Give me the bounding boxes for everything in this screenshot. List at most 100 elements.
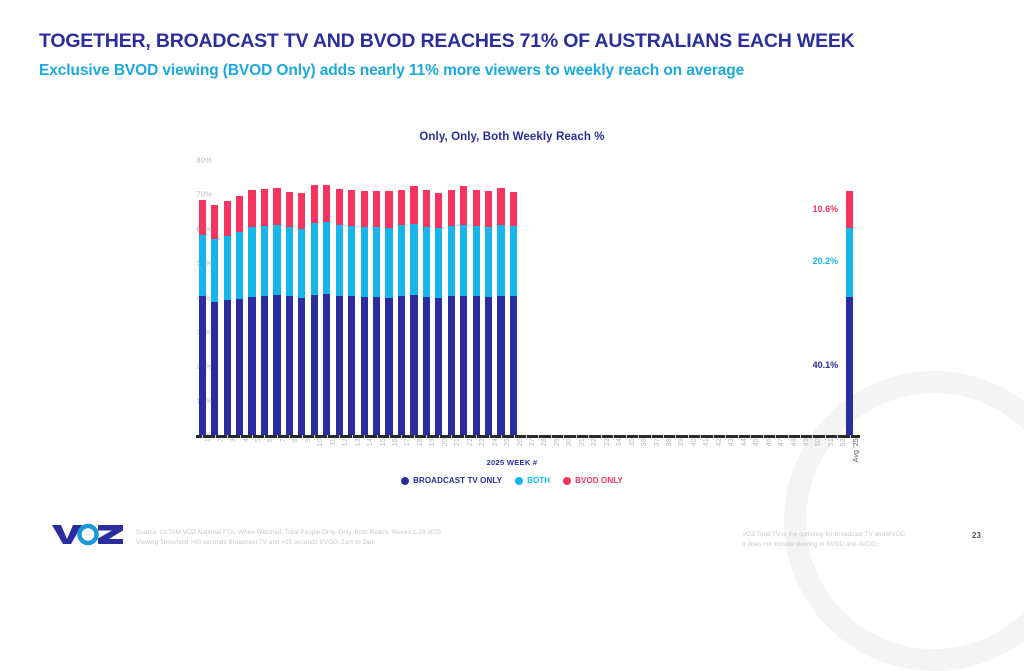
- bar-segment: [323, 294, 331, 435]
- bar-segment: [846, 297, 854, 435]
- x-axis-tick-mark: [712, 435, 714, 438]
- stacked-bar[interactable]: [846, 191, 854, 435]
- stacked-bar[interactable]: [211, 205, 219, 435]
- x-axis-tick-label: 30: [566, 438, 574, 447]
- x-axis-tick-mark: [526, 435, 527, 438]
- x-axis-tick-label: 27: [529, 438, 536, 447]
- stacked-bar[interactable]: [410, 186, 418, 435]
- bar-segment: [235, 232, 244, 299]
- bar-segment: [472, 190, 480, 226]
- stacked-bar[interactable]: [248, 189, 256, 435]
- x-axis-tick-mark: [438, 435, 440, 438]
- stacked-bar[interactable]: [372, 190, 381, 435]
- bar-segment: [285, 226, 293, 297]
- x-axis-tick-label: 39: [678, 438, 686, 447]
- y-axis-tick-label: 70%: [196, 189, 212, 199]
- bar-segment: [410, 295, 418, 435]
- stacked-bar[interactable]: [273, 188, 281, 435]
- stacked-bar[interactable]: [360, 190, 368, 435]
- stacked-bar[interactable]: [385, 190, 393, 435]
- bar-segment: [335, 225, 343, 297]
- stacked-bar[interactable]: [198, 199, 206, 435]
- x-axis-tick-label: 32: [591, 438, 599, 447]
- bar-segment: [348, 226, 356, 297]
- x-axis-tick-label: 13: [354, 438, 362, 447]
- stacked-bar[interactable]: [298, 193, 306, 435]
- x-axis-tick-label: 24: [491, 438, 499, 447]
- x-axis-tick-label: 46: [765, 438, 773, 447]
- bar-segment: [372, 227, 381, 298]
- x-axis-tick-label: 37: [653, 438, 661, 447]
- stacked-bar[interactable]: [485, 191, 493, 435]
- stacked-bar[interactable]: [497, 188, 505, 435]
- bar-segment: [348, 296, 356, 435]
- x-axis-tick-label: 17: [404, 438, 412, 447]
- legend-label: BROADCAST TV ONLY: [413, 476, 503, 485]
- x-axis-tick-mark: [575, 435, 577, 438]
- stacked-bar[interactable]: [235, 195, 244, 435]
- bar-segment: [410, 224, 418, 296]
- stacked-bar[interactable]: [397, 189, 406, 435]
- bar-segment: [485, 296, 493, 435]
- x-axis-tick-mark: [824, 435, 826, 438]
- bar-data-label: 40.1%: [812, 360, 839, 371]
- x-axis-tick-mark: [326, 435, 328, 438]
- stacked-bar[interactable]: [435, 192, 443, 435]
- x-axis-tick-mark: [463, 435, 465, 438]
- x-axis-tick-label: 5: [255, 438, 263, 443]
- legend-item-broadcast-tv-only[interactable]: BROADCAST TV ONLY: [401, 476, 502, 485]
- x-axis-tick-label: 3: [230, 438, 238, 443]
- x-axis-tick-label: 50: [815, 438, 823, 447]
- stacked-bar[interactable]: [460, 186, 468, 435]
- x-axis-tick-mark: [775, 435, 777, 438]
- x-axis-tick-mark: [687, 435, 689, 438]
- bar-segment: [485, 191, 493, 227]
- x-axis-tick-mark: [600, 435, 602, 438]
- x-axis-tick-mark: [625, 435, 627, 438]
- bar-segment: [248, 189, 256, 228]
- x-axis-tick-label: 36: [641, 438, 649, 447]
- legend-swatch-icon: [515, 476, 524, 485]
- x-axis-tick-label: 12: [342, 438, 350, 447]
- x-axis-tick-mark: [214, 435, 216, 438]
- bar-segment: [435, 228, 443, 298]
- y-axis-tick-label: 80%: [196, 155, 212, 165]
- bar-segment: [310, 223, 318, 295]
- bar-segment: [223, 300, 231, 435]
- x-axis-tick-label: 47: [778, 438, 786, 447]
- x-axis-tick-mark: [662, 435, 664, 438]
- bar-segment: [273, 188, 281, 225]
- x-axis-tick-mark: [376, 435, 378, 438]
- stacked-bar[interactable]: [285, 191, 293, 435]
- x-axis-tick-label: 1: [205, 438, 213, 443]
- stacked-bar[interactable]: [310, 184, 318, 435]
- page-subtitle: Exclusive BVOD viewing (BVOD Only) adds …: [39, 62, 745, 79]
- x-axis-line: [196, 435, 860, 438]
- stacked-bar[interactable]: [223, 200, 231, 435]
- x-axis-tick-label: 16: [392, 438, 400, 447]
- stacked-bar[interactable]: [472, 190, 480, 435]
- stacked-bar[interactable]: [422, 189, 430, 435]
- stacked-bar[interactable]: [260, 189, 269, 435]
- bar-segment: [223, 200, 231, 236]
- stacked-bar[interactable]: [348, 189, 356, 435]
- stacked-bar[interactable]: [323, 185, 331, 435]
- legend-item-both[interactable]: BOTH: [515, 476, 550, 485]
- stacked-bar[interactable]: [335, 188, 343, 435]
- bar-segment: [509, 226, 518, 296]
- bar-segment: [248, 296, 256, 435]
- stacked-bar[interactable]: [447, 189, 455, 435]
- x-axis-title: 2025 WEEK #: [486, 458, 538, 467]
- x-axis-tick-label: 33: [603, 438, 611, 447]
- x-axis-tick-label: 10: [317, 438, 325, 447]
- source-note: Source: OzTAM VOZ National FTA, When Wat…: [136, 528, 442, 548]
- bar-segment: [447, 189, 455, 226]
- legend-item-bvod-only[interactable]: BVOD ONLY: [563, 476, 623, 485]
- x-axis-tick-label: 8: [292, 438, 300, 443]
- stacked-bar[interactable]: [509, 191, 518, 435]
- bar-segment: [260, 189, 269, 226]
- x-axis-tick-mark: [289, 435, 291, 438]
- x-axis-tick-label: 19: [429, 438, 437, 447]
- bar-segment: [372, 297, 381, 435]
- bar-segment: [372, 190, 381, 228]
